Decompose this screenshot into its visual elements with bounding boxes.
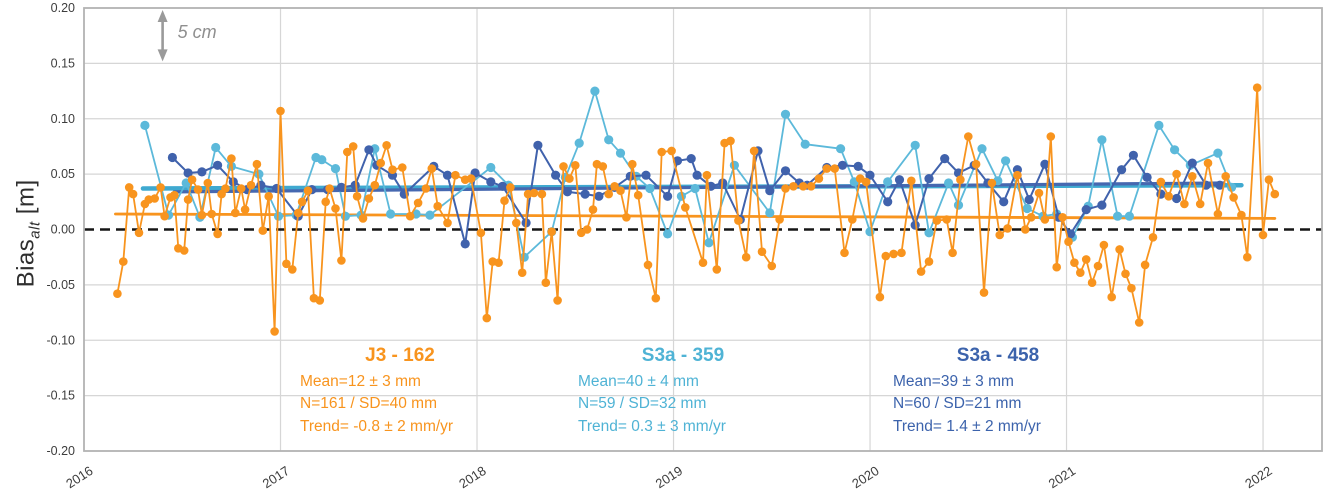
svg-text:-0.15: -0.15 [47,389,76,403]
svg-text:-0.10: -0.10 [47,333,76,347]
scale-label: 5 cm [178,22,217,42]
y-axis-label-subscript: alt [26,221,44,239]
stat-trend-s3a359: Trend= 0.3 ± 3 mm/yr [578,417,726,435]
stat-block-j3: J3 - 162 Mean=12 ± 3 mm N=161 / SD=40 mm… [300,345,500,438]
stat-mean-s3a359: Mean=40 ± 4 mm [578,372,699,390]
y-axis-label-unit: [m] [12,179,40,222]
stat-nsd-j3: N=161 / SD=40 mm [300,395,437,412]
svg-text:0.20: 0.20 [51,1,75,15]
svg-text:0.15: 0.15 [51,56,75,70]
svg-text:0.00: 0.00 [51,223,75,237]
svg-text:2016: 2016 [63,463,95,491]
stat-title-j3: J3 - 162 [365,345,435,366]
y-axis-label-text: Bias [12,238,40,288]
stat-title-s3a458: S3a - 458 [956,345,1040,366]
svg-text:2018: 2018 [456,463,488,491]
stat-mean-j3: Mean=12 ± 3 mm [300,372,421,390]
stat-block-s3a458: S3a - 458 Mean=39 ± 3 mm N=60 / SD=21 mm… [893,345,1103,438]
stat-block-s3a359: S3a - 359 Mean=40 ± 4 mm N=59 / SD=32 mm… [578,345,788,438]
stat-title-s3a359: S3a - 359 [641,345,725,366]
y-axis-label: Biasalt [m] [13,133,44,333]
series-J3-162 [113,83,1280,336]
plot-frame [83,7,1323,452]
svg-text:2019: 2019 [653,463,685,491]
stat-mean-s3a458: Mean=39 ± 3 mm [893,372,1014,390]
svg-text:0.10: 0.10 [51,112,75,126]
svg-text:2020: 2020 [849,463,881,491]
scale-arrow: 5 cm [157,10,217,62]
stat-trend-s3a458: Trend= 1.4 ± 2 mm/yr [893,417,1041,435]
stat-nsd-s3a458: N=60 / SD=21 mm [893,395,1022,412]
svg-text:-0.05: -0.05 [47,278,76,292]
svg-text:2022: 2022 [1242,463,1274,491]
y-tick-labels: 0.20 0.15 0.10 0.05 0.00 -0.05 -0.10 -0.15 -0.20 [47,1,76,458]
svg-text:-0.20: -0.20 [47,444,76,458]
x-tick-labels: 2016 2017 2018 2019 2020 2021 2022 [63,463,1274,491]
svg-text:2017: 2017 [260,463,292,491]
svg-text:2021: 2021 [1046,463,1078,491]
svg-text:0.05: 0.05 [51,167,75,181]
stat-trend-j3: Trend= -0.8 ± 2 mm/yr [300,417,454,435]
stat-nsd-s3a359: N=59 / SD=32 mm [578,395,707,412]
